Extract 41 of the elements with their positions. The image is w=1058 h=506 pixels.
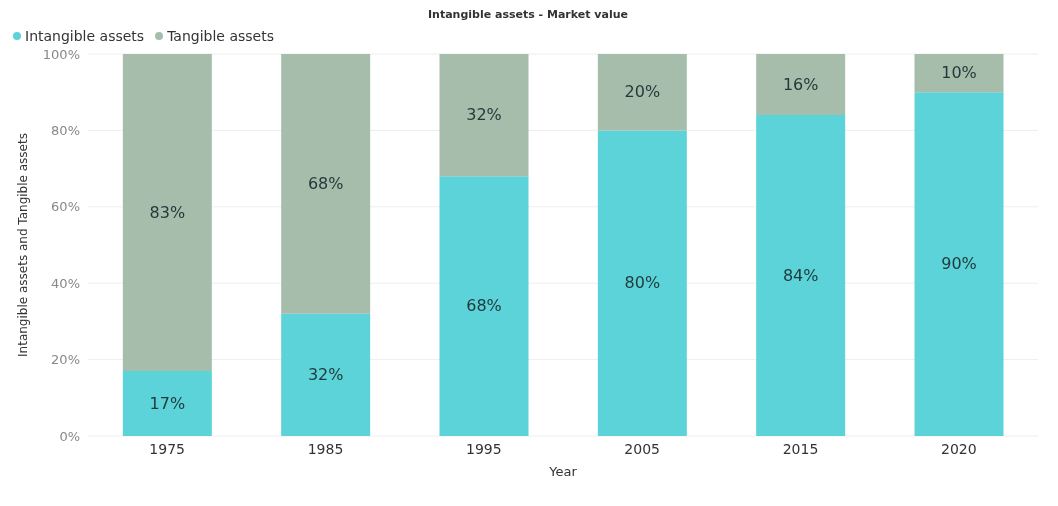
data-label: 83% bbox=[149, 202, 186, 222]
legend-label: Intangible assets bbox=[25, 28, 145, 44]
y-tick-label: 100% bbox=[42, 46, 80, 62]
y-axis-title: Intangible assets and Tangible assets bbox=[16, 133, 31, 357]
data-label: 16% bbox=[782, 74, 819, 94]
legend-label: Tangible assets bbox=[167, 28, 274, 44]
bar bbox=[122, 54, 212, 372]
data-label: 32% bbox=[307, 364, 344, 384]
x-axis-title: Year bbox=[548, 464, 578, 479]
data-label: 17% bbox=[149, 393, 186, 413]
x-tick-label: 1975 bbox=[149, 440, 185, 457]
bar bbox=[756, 115, 846, 436]
bar bbox=[597, 54, 687, 131]
data-label: 80% bbox=[624, 273, 661, 293]
x-tick-label: 2005 bbox=[624, 440, 660, 457]
bar bbox=[914, 92, 1004, 436]
bar bbox=[914, 54, 1004, 93]
chart-title: Intangible assets - Market value bbox=[426, 8, 629, 23]
y-tick-label: 0% bbox=[59, 428, 80, 444]
x-tick-label: 1985 bbox=[307, 440, 344, 457]
y-tick-label: 80% bbox=[51, 123, 80, 139]
data-label: 20% bbox=[624, 82, 661, 102]
y-tick-label: 40% bbox=[51, 275, 80, 291]
data-label: 84% bbox=[782, 265, 819, 285]
bar bbox=[597, 130, 687, 436]
bar bbox=[281, 54, 371, 314]
data-label: 32% bbox=[466, 105, 502, 125]
data-label: 10% bbox=[941, 63, 977, 83]
bar bbox=[281, 313, 371, 436]
bar bbox=[122, 371, 212, 436]
data-label: 90% bbox=[941, 254, 977, 274]
bar bbox=[439, 54, 529, 177]
y-tick-label: 60% bbox=[51, 199, 80, 215]
data-label: 68% bbox=[466, 296, 502, 316]
bar bbox=[439, 176, 529, 436]
x-tick-label: 2020 bbox=[941, 440, 977, 457]
x-tick-label: 1995 bbox=[466, 440, 502, 457]
x-tick-label: 2015 bbox=[782, 440, 819, 457]
bar bbox=[756, 54, 846, 116]
y-tick-label: 20% bbox=[51, 352, 80, 368]
data-label: 68% bbox=[307, 173, 344, 193]
